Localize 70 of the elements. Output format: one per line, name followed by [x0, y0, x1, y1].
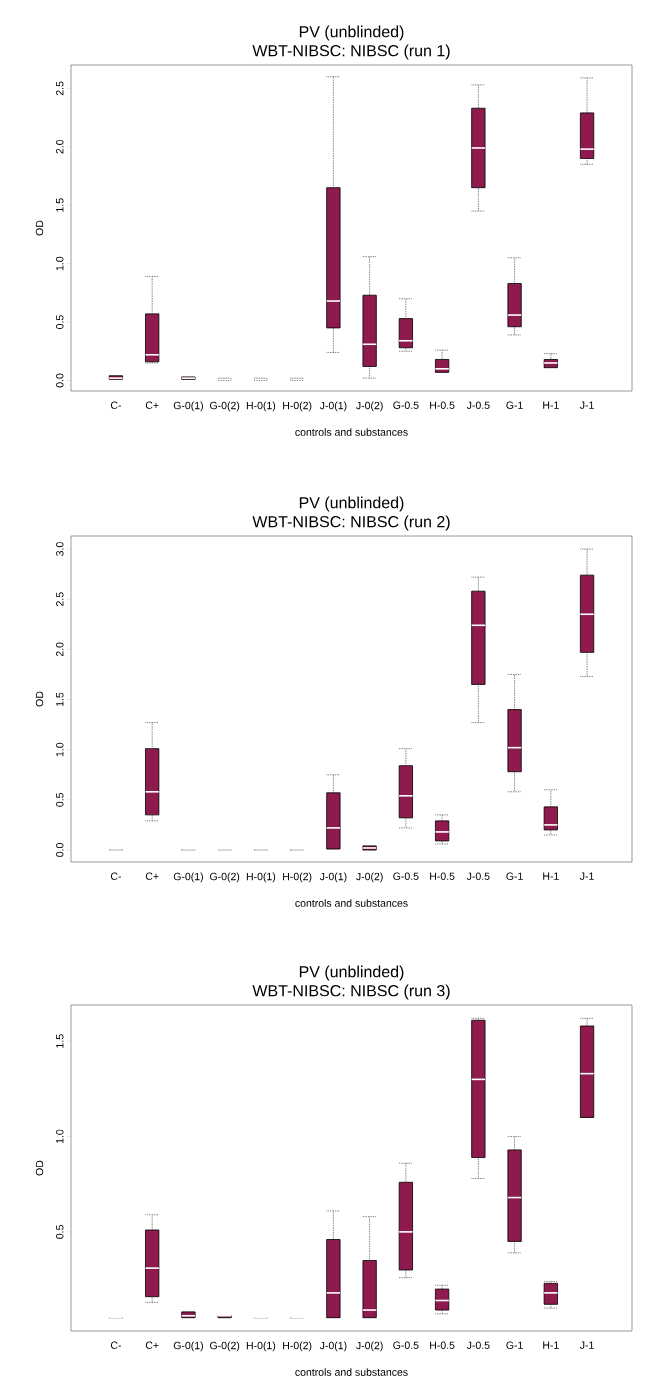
x-tick-label: J-1 — [579, 872, 594, 880]
y-tick-label: 0.0 — [56, 373, 64, 388]
y-tick-label: 0.5 — [56, 315, 64, 329]
x-tick-label: G-0.5 — [393, 1341, 419, 1349]
y-axis-title: OD — [35, 1160, 44, 1176]
y-axis-title: OD — [35, 220, 44, 236]
x-axis-title: controls and substances — [295, 899, 408, 907]
x-tick-label: J-0.5 — [466, 1341, 490, 1349]
y-tick-label: 0.5 — [56, 1225, 64, 1239]
y-tick-label: 1.0 — [56, 1129, 64, 1144]
x-tick-label: J-1 — [579, 401, 594, 409]
y-tick-label: 3.0 — [56, 542, 64, 556]
x-tick-label: H-1 — [543, 401, 559, 409]
y-tick-label: 2.5 — [56, 592, 64, 606]
x-tick-label: J-0.5 — [466, 401, 490, 409]
x-tick-label: C- — [110, 872, 122, 880]
y-tick-label: 0.5 — [56, 792, 64, 807]
x-tick-label: C+ — [145, 1341, 159, 1349]
x-tick-label: C- — [110, 401, 122, 409]
y-tick-label: 1.0 — [56, 256, 64, 271]
y-tick-label: 2.0 — [56, 139, 64, 154]
chart-title: PV (unblinded) — [299, 965, 404, 981]
x-tick-label: G-0(2) — [210, 1341, 240, 1352]
x-tick-label: H-0.5 — [430, 1341, 455, 1349]
x-tick-label: C+ — [145, 401, 159, 409]
x-tick-label: H-0(2) — [283, 401, 312, 412]
x-tick-label: G-1 — [506, 401, 523, 409]
x-tick-label: J-0(1) — [319, 401, 347, 412]
x-tick-label: G-0(2) — [210, 401, 240, 412]
chart-subtitle: WBT-NIBSC: NIBSC (run 2) — [252, 515, 450, 531]
y-axis-title: OD — [35, 691, 44, 707]
x-tick-label: J-0(2) — [356, 1341, 383, 1352]
x-tick-label: H-0(2) — [283, 872, 312, 883]
x-tick-label: J-1 — [579, 1341, 594, 1349]
x-tick-label: C- — [110, 1341, 122, 1349]
chart-subtitle: WBT-NIBSC: NIBSC (run 3) — [252, 984, 450, 1000]
chart-subtitle: WBT-NIBSC: NIBSC (run 1) — [252, 44, 450, 60]
x-tick-label: H-0.5 — [430, 872, 455, 880]
x-tick-label: J-0(1) — [319, 1341, 347, 1352]
x-tick-label: J-0(2) — [356, 401, 383, 412]
y-tick-label: 1.5 — [56, 692, 64, 707]
y-tick-label: 2.0 — [56, 642, 64, 657]
x-axis-title: controls and substances — [295, 1368, 408, 1376]
x-tick-label: G-1 — [506, 872, 523, 880]
chart-title: PV (unblinded) — [299, 496, 404, 512]
x-tick-label: G-0.5 — [393, 872, 419, 880]
x-tick-label: C+ — [145, 872, 159, 880]
x-tick-label: H-0.5 — [430, 401, 455, 409]
x-tick-label: J-0(2) — [356, 872, 383, 883]
x-axis-title: controls and substances — [295, 428, 408, 436]
x-tick-label: G-1 — [506, 1341, 523, 1349]
x-tick-label: G-0(2) — [210, 872, 240, 883]
x-tick-label: H-0(1) — [246, 401, 276, 412]
y-tick-label: 1.0 — [56, 742, 64, 757]
y-tick-label: 0.0 — [56, 843, 64, 857]
y-tick-label: 1.5 — [56, 198, 64, 212]
x-tick-label: H-0(1) — [246, 1341, 276, 1352]
x-tick-label: G-0(1) — [173, 1341, 203, 1352]
x-tick-label: G-0(1) — [173, 401, 203, 412]
x-tick-label: G-0.5 — [393, 401, 419, 409]
x-tick-label: G-0(1) — [173, 872, 203, 883]
x-tick-label: H-0(1) — [246, 872, 276, 883]
x-tick-label: H-1 — [543, 1341, 559, 1349]
x-tick-label: H-1 — [543, 872, 559, 880]
x-tick-label: J-0.5 — [466, 872, 490, 880]
y-tick-label: 1.5 — [56, 1034, 64, 1048]
x-tick-label: H-0(2) — [283, 1341, 312, 1352]
y-tick-label: 2.5 — [56, 81, 64, 96]
chart-title: PV (unblinded) — [299, 25, 404, 41]
x-tick-label: J-0(1) — [319, 872, 347, 883]
